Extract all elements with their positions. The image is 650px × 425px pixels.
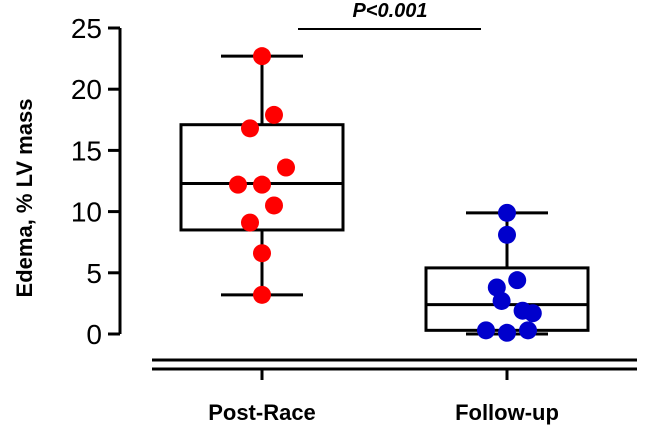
data-point xyxy=(519,321,537,340)
data-point xyxy=(508,271,527,290)
data-point xyxy=(477,321,495,340)
data-point xyxy=(241,119,259,138)
series-2 xyxy=(424,203,590,342)
data-point xyxy=(498,225,516,244)
data-point xyxy=(277,158,295,177)
category-label-post-race: Post-Race xyxy=(208,400,316,425)
data-point xyxy=(253,285,271,304)
plot-area xyxy=(179,47,590,342)
y-tick-label: 20 xyxy=(71,74,102,105)
y-tick-label: 15 xyxy=(71,135,102,166)
data-point xyxy=(253,47,271,66)
data-point xyxy=(265,196,283,215)
axes: 0 5 10 15 20 25 xyxy=(71,13,637,380)
iqr-box xyxy=(179,123,345,232)
y-tick-label: 10 xyxy=(71,197,102,228)
data-point xyxy=(253,175,271,194)
data-point xyxy=(492,291,511,310)
y-axis-label: Edema, % LV mass xyxy=(12,99,37,298)
data-point xyxy=(498,323,516,342)
data-point xyxy=(265,105,283,124)
y-tick-label: 25 xyxy=(71,13,102,44)
data-point xyxy=(241,213,259,232)
y-tick-label: 0 xyxy=(86,319,102,350)
data-point xyxy=(498,203,516,222)
category-label-follow-up: Follow-up xyxy=(455,400,559,425)
y-tick-label: 5 xyxy=(86,258,102,289)
significance-label: P<0.001 xyxy=(352,0,427,22)
data-point xyxy=(523,304,542,323)
data-point xyxy=(253,244,271,263)
data-point xyxy=(229,175,247,194)
series-1 xyxy=(179,47,345,304)
